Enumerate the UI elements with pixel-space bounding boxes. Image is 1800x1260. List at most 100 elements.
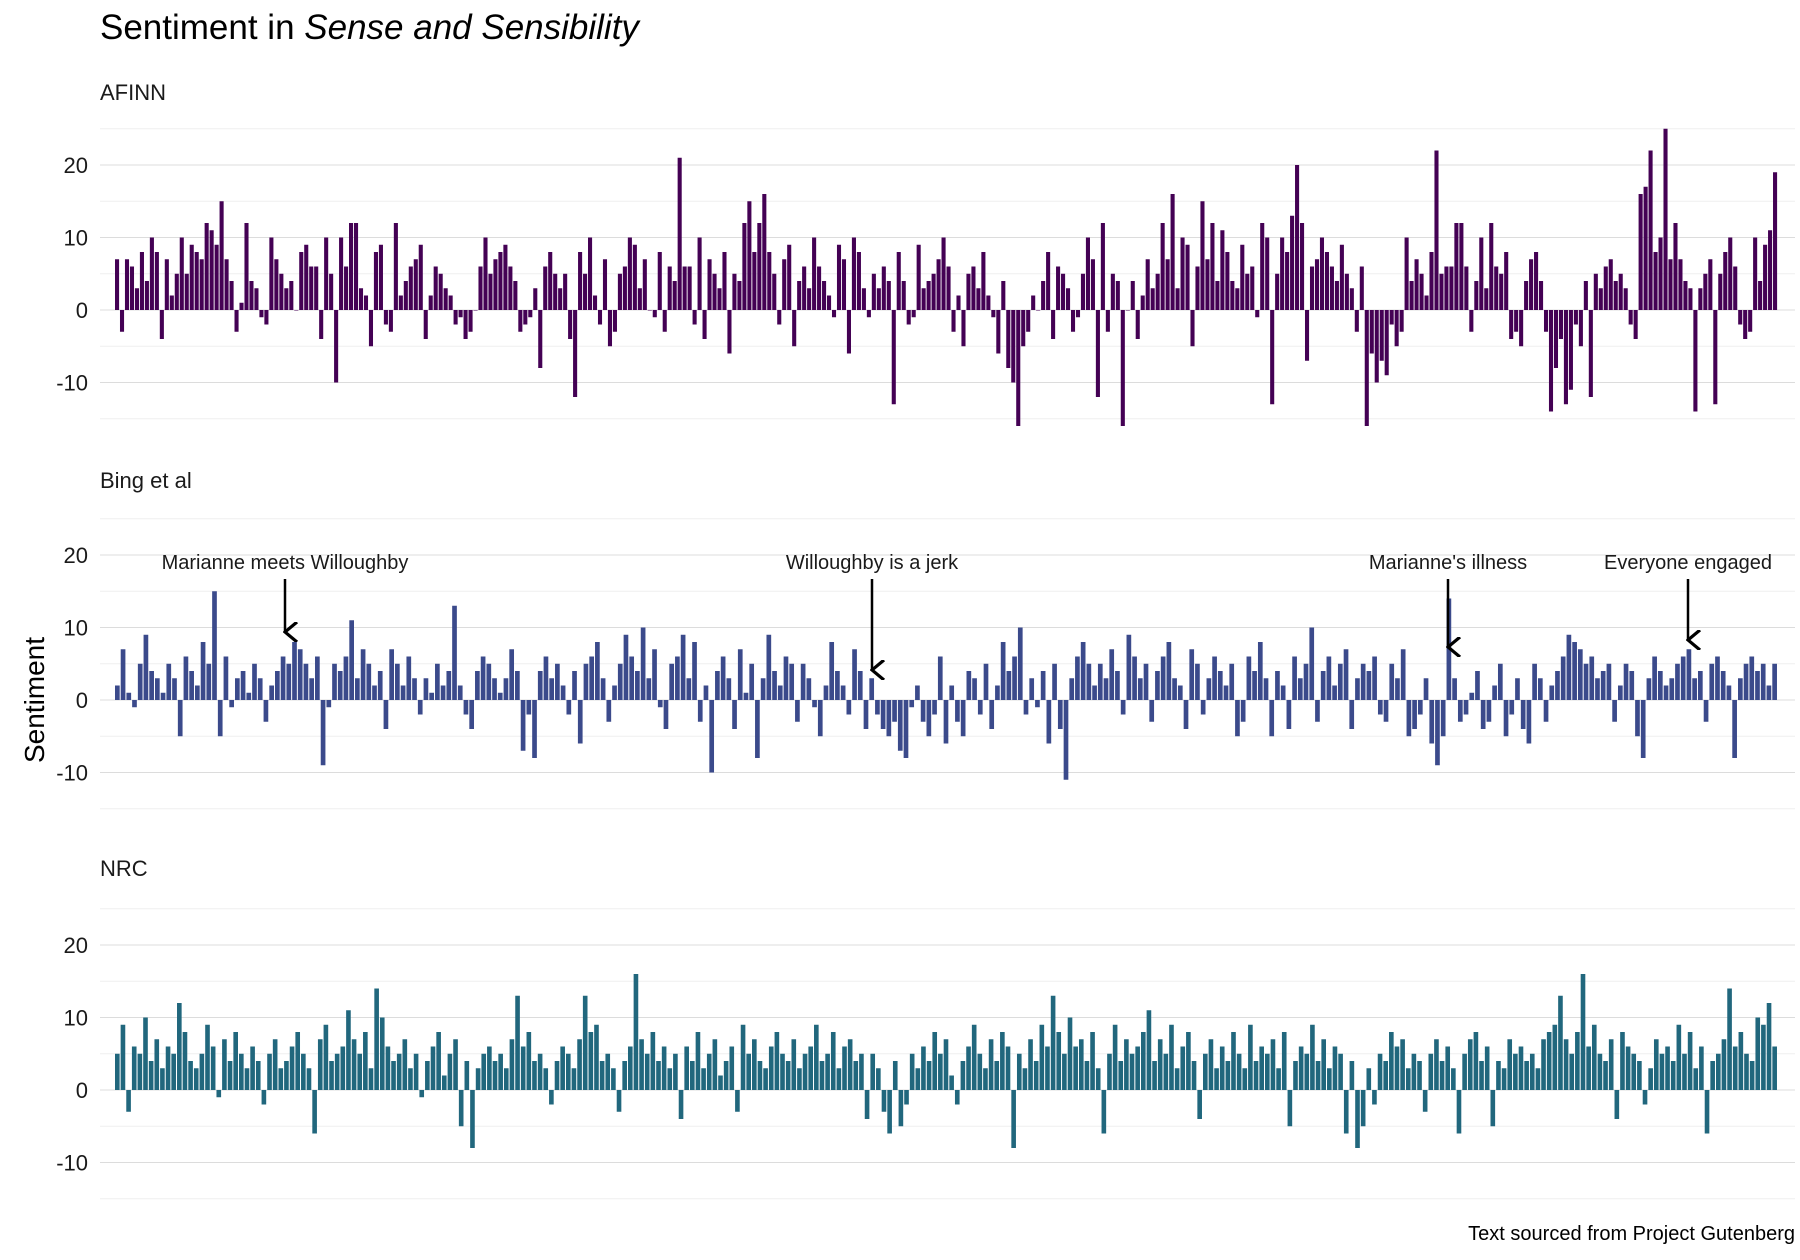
bar: [1177, 685, 1183, 700]
bar: [425, 1061, 430, 1090]
bar: [280, 656, 286, 700]
bar: [909, 1053, 915, 1090]
bar: [560, 1046, 565, 1090]
bar: [920, 700, 926, 722]
bar: [1250, 266, 1255, 310]
bar: [447, 1053, 453, 1090]
bar: [1257, 642, 1263, 700]
bar: [1280, 237, 1285, 310]
bar: [1210, 223, 1215, 310]
bar: [812, 237, 817, 310]
bar: [119, 310, 125, 332]
bar: [483, 237, 488, 310]
bar: [1078, 1039, 1084, 1090]
bar: [732, 273, 737, 310]
bar: [1185, 244, 1190, 310]
bar: [1095, 1068, 1101, 1090]
bar: [1613, 281, 1618, 310]
bar: [1678, 259, 1683, 310]
bar: [729, 1046, 735, 1090]
bar: [120, 1024, 126, 1090]
bar: [1598, 288, 1603, 310]
bar: [755, 700, 760, 758]
bar: [1708, 259, 1713, 310]
bar: [760, 678, 766, 700]
bar: [408, 266, 413, 310]
bar: [475, 671, 480, 700]
bar: [1738, 1032, 1744, 1090]
bar: [1295, 165, 1300, 310]
bar: [1235, 700, 1240, 737]
bar: [1085, 237, 1090, 310]
bar: [143, 1017, 148, 1090]
y-tick-label: -10: [56, 761, 88, 786]
bar: [1219, 1046, 1225, 1090]
bar: [1766, 685, 1772, 700]
bar: [961, 310, 966, 347]
bar: [792, 310, 797, 347]
bar: [1548, 310, 1554, 412]
bar: [272, 1039, 278, 1090]
bar: [1205, 259, 1210, 310]
bar: [463, 700, 469, 715]
bar: [1558, 310, 1563, 339]
bar: [497, 692, 503, 700]
bar: [430, 1046, 436, 1090]
bar: [1653, 252, 1658, 310]
bar: [972, 678, 977, 700]
bar: [292, 642, 297, 700]
bar: [1005, 1046, 1011, 1090]
bar: [853, 1061, 859, 1090]
bar: [578, 252, 583, 310]
bar: [1017, 627, 1023, 700]
bar: [795, 700, 800, 722]
bar: [309, 266, 314, 310]
bar: [951, 310, 956, 332]
bar: [1086, 663, 1092, 700]
bar: [1280, 685, 1286, 700]
bar: [588, 1032, 594, 1090]
bar: [1240, 700, 1246, 722]
bar: [840, 685, 846, 700]
bar: [1120, 700, 1126, 715]
bar: [1638, 194, 1643, 310]
bar: [234, 310, 239, 332]
bar: [1315, 1061, 1321, 1090]
bar: [126, 692, 132, 700]
bar: [644, 1053, 650, 1090]
bar: [605, 1053, 611, 1090]
bar: [1103, 678, 1109, 700]
bar: [304, 244, 309, 310]
bar: [227, 1061, 233, 1090]
bar: [1614, 1090, 1620, 1119]
bar: [1115, 671, 1120, 700]
bar: [518, 310, 523, 332]
bar: [772, 671, 777, 700]
bar: [692, 310, 697, 325]
bar: [1520, 700, 1526, 729]
bar: [412, 678, 417, 700]
bar: [124, 259, 130, 310]
bar: [673, 1053, 678, 1090]
bar: [995, 685, 1000, 700]
bar: [1360, 1090, 1366, 1127]
bar: [1253, 1061, 1259, 1090]
bar: [239, 302, 244, 310]
bar: [881, 1090, 887, 1112]
bar: [1137, 678, 1143, 700]
bar: [493, 259, 498, 310]
bar: [553, 273, 558, 310]
bar: [199, 1053, 205, 1090]
bar: [1006, 310, 1011, 368]
bar: [1061, 273, 1066, 310]
bar: [1203, 1053, 1208, 1090]
bar: [1563, 310, 1568, 405]
bar: [349, 620, 354, 700]
bar: [498, 1053, 503, 1090]
bar: [954, 1090, 960, 1105]
bar: [1439, 273, 1444, 310]
bar: [214, 244, 219, 310]
bar: [1394, 1046, 1400, 1090]
bar: [1319, 237, 1325, 310]
bar: [419, 1090, 425, 1098]
